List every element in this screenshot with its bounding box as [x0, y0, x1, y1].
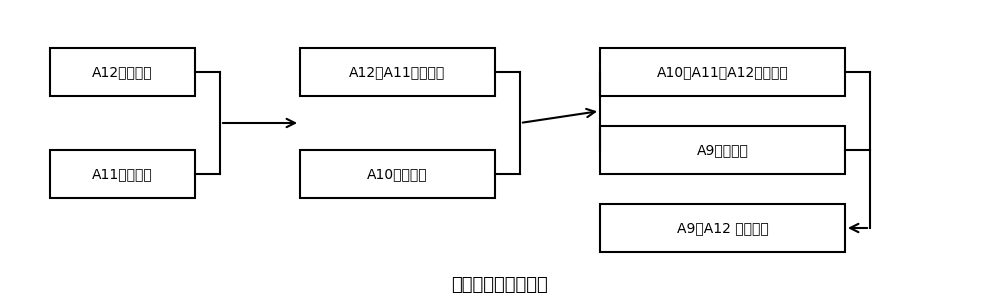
- Text: A11筒圈组焊: A11筒圈组焊: [92, 167, 153, 181]
- Text: A9筒圈组焊: A9筒圈组焊: [697, 143, 748, 157]
- Bar: [600, 204, 845, 252]
- Text: 筒节下段组对流程图: 筒节下段组对流程图: [452, 276, 548, 294]
- Bar: [50, 48, 195, 96]
- Text: A10筒圈组焊: A10筒圈组焊: [367, 167, 428, 181]
- Text: A10、A11、A12筒圈组焊: A10、A11、A12筒圈组焊: [657, 65, 788, 79]
- Bar: [300, 150, 495, 198]
- Bar: [600, 48, 845, 96]
- Text: A9～A12 筒圈组焊: A9～A12 筒圈组焊: [677, 221, 768, 235]
- Bar: [50, 150, 195, 198]
- Bar: [600, 126, 845, 174]
- Text: A12筒圈组焊: A12筒圈组焊: [92, 65, 153, 79]
- Bar: [300, 48, 495, 96]
- Text: A12、A11筒圈组焊: A12、A11筒圈组焊: [349, 65, 446, 79]
